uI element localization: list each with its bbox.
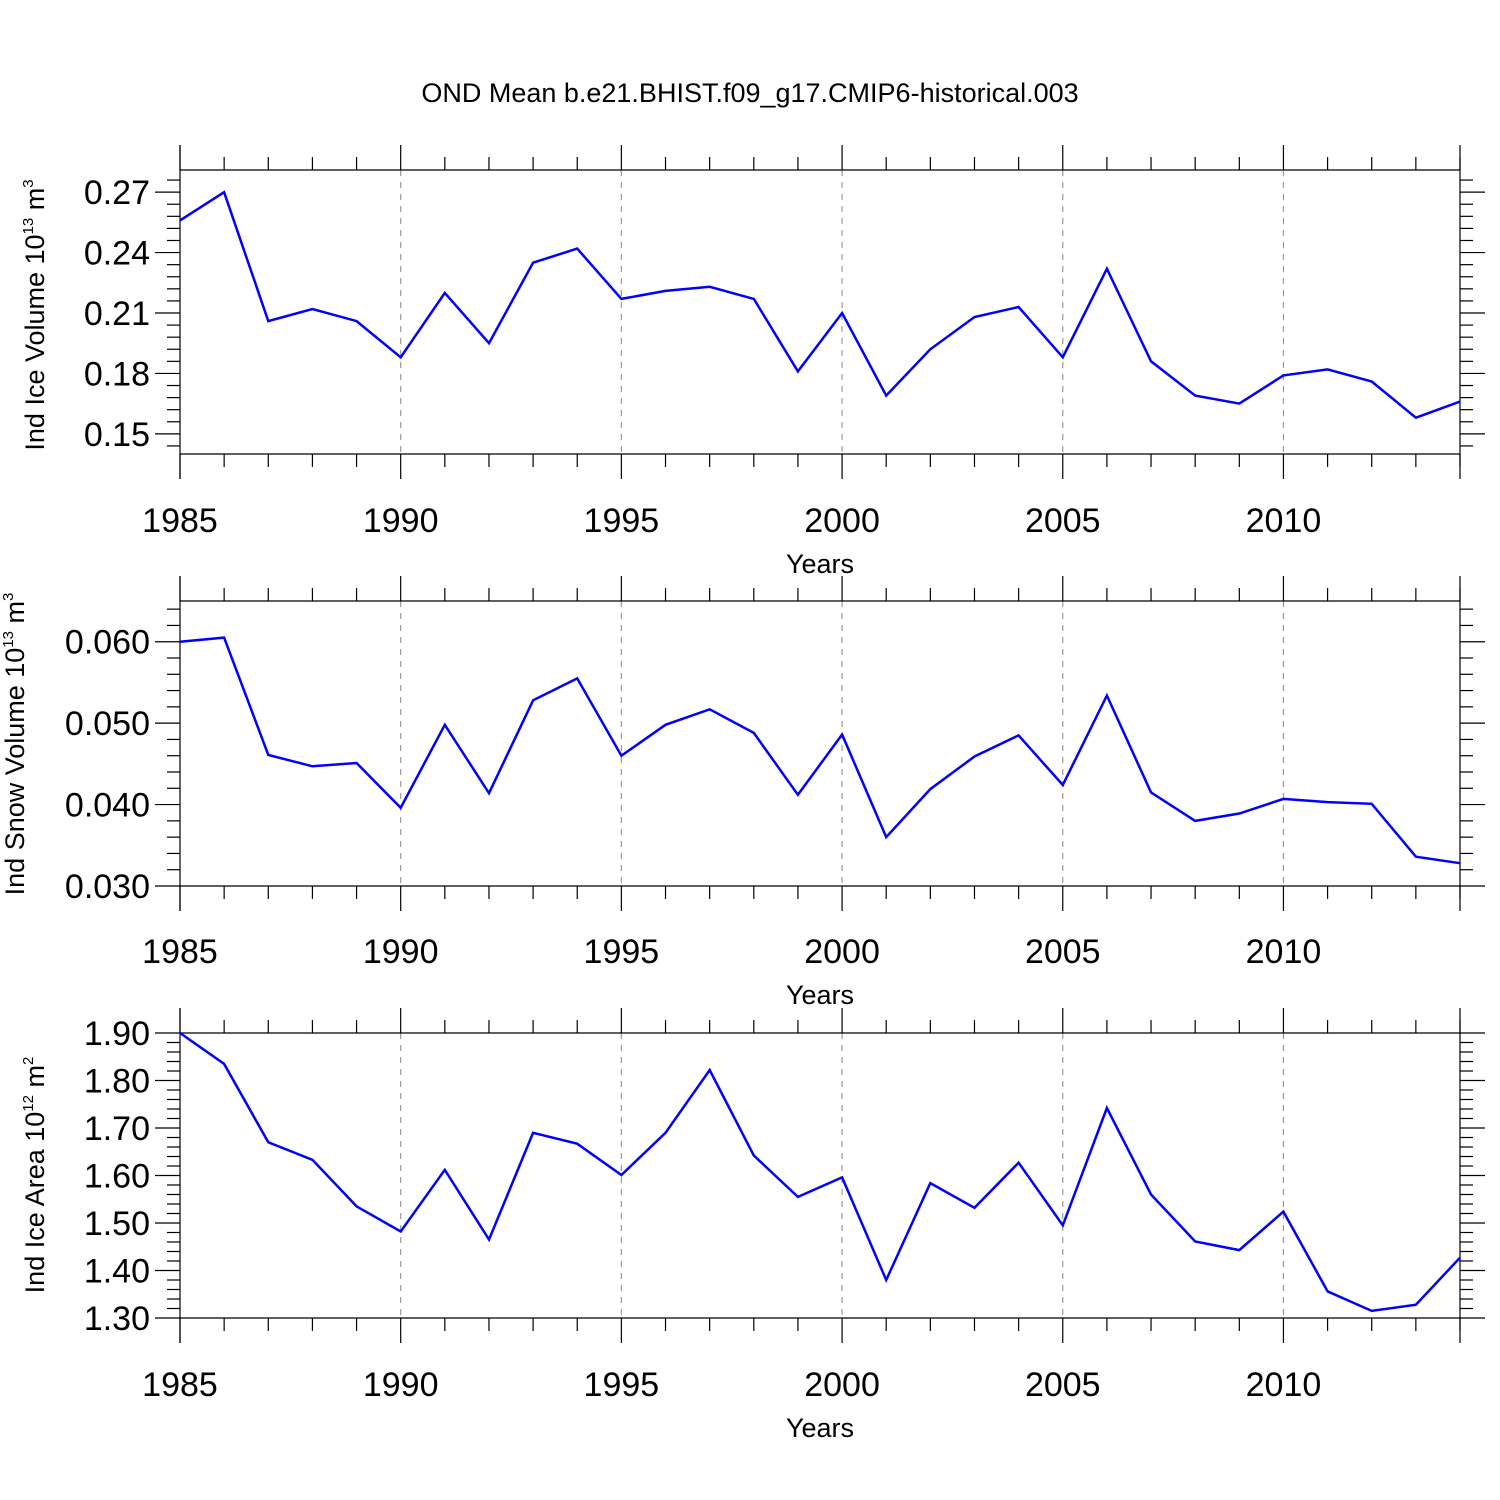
y-tick-label: 0.27	[84, 174, 150, 212]
series-line	[179, 190, 1461, 420]
x-tick-label: 1995	[584, 1366, 660, 1404]
x-tick-label: 2000	[804, 1366, 880, 1404]
x-tick-label: 2005	[1025, 502, 1101, 540]
y-tick-label: 0.060	[65, 624, 150, 662]
x-axis-title: Years	[786, 980, 854, 1010]
y-tick-label: 0.24	[84, 235, 150, 273]
y-tick-label: 1.70	[84, 1110, 150, 1148]
y-axis-title: Ind Snow Volume 1013 m3	[0, 593, 30, 896]
y-tick-label: 1.60	[84, 1158, 150, 1196]
y-tick-label: 1.40	[84, 1253, 150, 1291]
y-axis-title: Ind Ice Volume 1013 m3	[20, 179, 50, 450]
x-tick-label: 1990	[363, 502, 439, 540]
series-line	[179, 636, 1461, 865]
x-tick-label: 1990	[363, 1366, 439, 1404]
x-tick-label: 2005	[1025, 1366, 1101, 1404]
y-tick-label: 0.15	[84, 416, 150, 454]
x-axis-title: Years	[786, 1413, 854, 1443]
y-tick-label: 1.90	[84, 1015, 150, 1053]
x-tick-label: 2000	[804, 502, 880, 540]
x-tick-label: 2010	[1246, 933, 1322, 971]
page-title: OND Mean b.e21.BHIST.f09_g17.CMIP6-histo…	[421, 78, 1079, 108]
y-tick-label: 0.050	[65, 705, 150, 743]
y-tick-label: 0.030	[65, 868, 150, 906]
x-tick-label: 1985	[142, 1366, 218, 1404]
chart-panel-2: 1985 1990 1995 2000 2005 2010 0.030 0.040 0.050 0…	[0, 576, 1485, 1010]
y-tick-label: 1.80	[84, 1063, 150, 1101]
x-tick-label: 2005	[1025, 933, 1101, 971]
x-axis-title: Years	[786, 549, 854, 579]
x-tick-label: 1990	[363, 933, 439, 971]
x-tick-label: 1995	[584, 502, 660, 540]
x-tick-label: 1985	[142, 933, 218, 971]
x-tick-label: 2000	[804, 933, 880, 971]
x-tick-label: 2010	[1246, 1366, 1322, 1404]
x-tick-label: 1995	[584, 933, 660, 971]
y-tick-label: 1.30	[84, 1300, 150, 1338]
y-tick-label: 0.040	[65, 787, 150, 825]
chart-panel-1: 1985 1990 1995 2000 2005 2010 0.15 0.18 0.21 0.24…	[20, 145, 1485, 579]
y-axis-title: Ind Ice Area 1012 m2	[20, 1057, 50, 1294]
y-tick-label: 0.18	[84, 355, 150, 393]
x-tick-label: 2010	[1246, 502, 1322, 540]
y-tick-label: 0.21	[84, 295, 150, 333]
chart-panel-3: 1985 1990 1995 2000 2005 2010 1.30 1.40 1.50 1.60…	[20, 1008, 1485, 1443]
series-line	[179, 1031, 1461, 1313]
y-tick-label: 1.50	[84, 1205, 150, 1243]
x-tick-label: 1985	[142, 502, 218, 540]
